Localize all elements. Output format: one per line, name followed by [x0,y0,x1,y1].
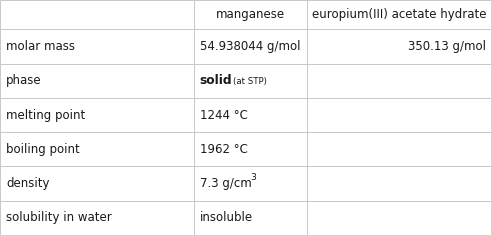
Text: melting point: melting point [6,109,85,121]
Text: solubility in water: solubility in water [6,211,111,224]
Text: 1244 °C: 1244 °C [200,109,248,121]
Text: solid: solid [200,74,232,87]
Text: density: density [6,177,50,190]
Text: insoluble: insoluble [200,211,253,224]
Text: (at STP): (at STP) [233,78,267,86]
Text: manganese: manganese [216,8,285,21]
Text: 350.13 g/mol: 350.13 g/mol [408,40,486,53]
Text: 7.3 g/cm: 7.3 g/cm [200,177,251,190]
Text: boiling point: boiling point [6,143,80,156]
Text: molar mass: molar mass [6,40,75,53]
Text: europium(III) acetate hydrate: europium(III) acetate hydrate [312,8,486,21]
Text: phase: phase [6,74,42,87]
Text: 3: 3 [250,173,256,182]
Text: 1962 °C: 1962 °C [200,143,248,156]
Text: 54.938044 g/mol: 54.938044 g/mol [200,40,300,53]
